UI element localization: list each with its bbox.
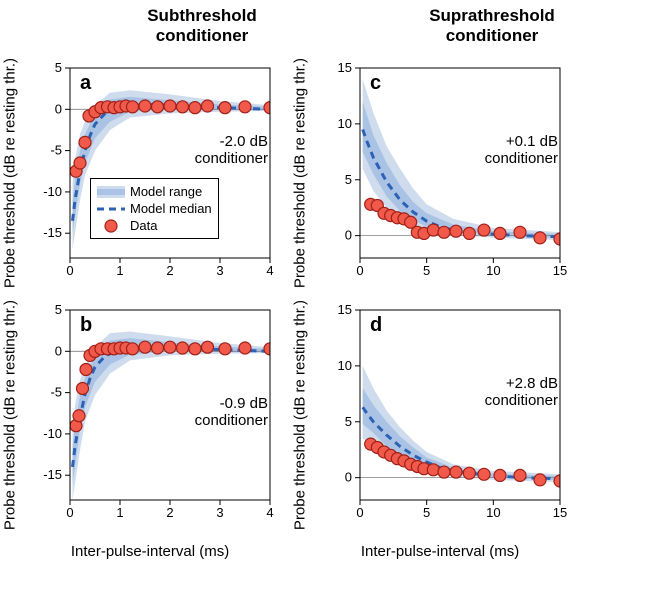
svg-text:-10: -10 [43,426,62,441]
legend-label: Model range [130,184,202,199]
svg-text:-15: -15 [43,225,62,240]
svg-text:15: 15 [338,302,352,317]
plot-d: 051015051015 [360,310,560,500]
svg-text:-15: -15 [43,467,62,482]
svg-text:0: 0 [345,470,352,485]
svg-text:0: 0 [356,263,363,278]
y-axis-label: Probe threshold (dB re resting thr.) [2,300,19,530]
legend-label: Model median [130,201,212,216]
panel-d: Probe threshold (dB re resting thr.) Int… [310,300,570,530]
y-axis-label: Probe threshold (dB re resting thr.) [2,58,19,288]
svg-text:0: 0 [66,263,73,278]
x-axis-label: Inter-pulse-interval (ms) [361,543,519,560]
svg-text:10: 10 [486,263,500,278]
legend: Model range Model median Data [90,178,219,239]
svg-text:-10: -10 [43,184,62,199]
legend-item: Model median [97,200,212,217]
svg-text:1: 1 [116,505,123,520]
col-title-right: Suprathresholdconditioner [362,6,622,45]
svg-text:5: 5 [55,60,62,75]
svg-text:10: 10 [338,116,352,131]
svg-text:10: 10 [486,505,500,520]
svg-text:0: 0 [55,101,62,116]
svg-text:15: 15 [553,505,567,520]
svg-text:5: 5 [345,172,352,187]
svg-text:5: 5 [55,302,62,317]
svg-text:0: 0 [55,343,62,358]
svg-text:-5: -5 [50,385,62,400]
svg-text:2: 2 [166,505,173,520]
panel-a: Probe threshold (dB re resting thr.) a -… [20,58,280,288]
panel-b: Probe threshold (dB re resting thr.) Int… [20,300,280,530]
legend-item: Data [97,217,212,234]
x-axis-label: Inter-pulse-interval (ms) [71,543,229,560]
plot-b: 01234-15-10-505 [70,310,270,500]
svg-text:5: 5 [423,505,430,520]
plot-c: 051015051015 [360,68,560,258]
svg-text:4: 4 [266,505,273,520]
legend-item: Model range [97,183,212,200]
dash-line-icon [97,202,125,216]
svg-text:5: 5 [345,414,352,429]
data-marker-icon [97,219,125,233]
svg-text:0: 0 [66,505,73,520]
figure: Subthresholdconditioner Suprathresholdco… [0,0,645,591]
svg-text:15: 15 [553,263,567,278]
y-axis-label: Probe threshold (dB re resting thr.) [292,58,309,288]
svg-text:10: 10 [338,358,352,373]
col-title-left: Subthresholdconditioner [72,6,332,45]
svg-text:4: 4 [266,263,273,278]
svg-text:3: 3 [216,505,223,520]
svg-text:0: 0 [356,505,363,520]
legend-label: Data [130,218,157,233]
svg-text:15: 15 [338,60,352,75]
svg-text:0: 0 [345,228,352,243]
svg-text:1: 1 [116,263,123,278]
svg-text:3: 3 [216,263,223,278]
svg-text:2: 2 [166,263,173,278]
band-icon [97,185,125,199]
y-axis-label: Probe threshold (dB re resting thr.) [292,300,309,530]
svg-text:-5: -5 [50,143,62,158]
panel-c: Probe threshold (dB re resting thr.) c +… [310,58,570,288]
svg-text:5: 5 [423,263,430,278]
